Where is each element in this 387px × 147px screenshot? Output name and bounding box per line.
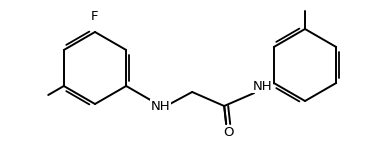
- Text: O: O: [223, 126, 233, 138]
- Text: NH: NH: [151, 100, 170, 112]
- Text: F: F: [91, 10, 99, 22]
- Text: NH: NH: [252, 80, 272, 92]
